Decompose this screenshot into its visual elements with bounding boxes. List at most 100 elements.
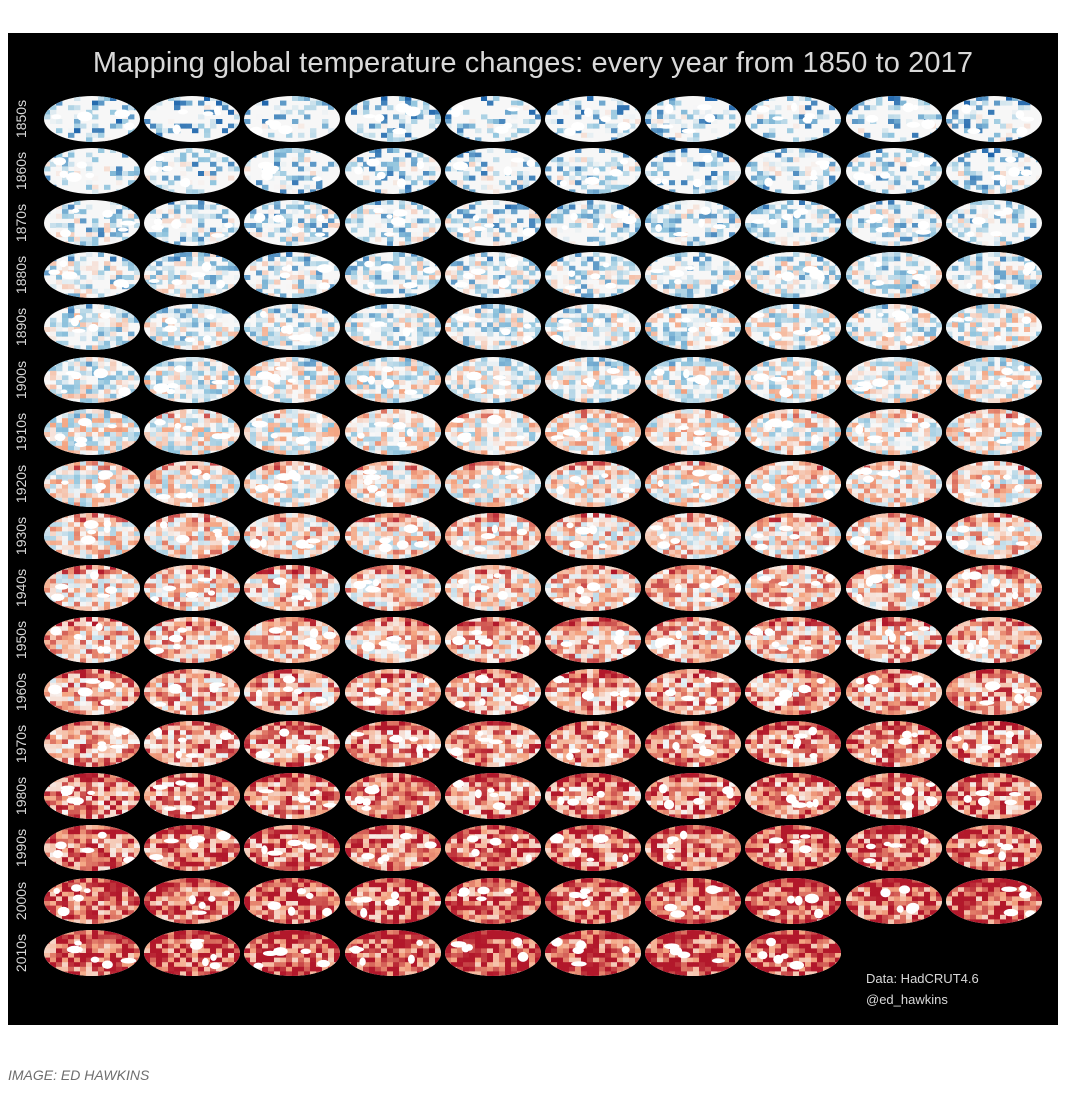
year-map xyxy=(845,877,942,924)
year-map xyxy=(845,773,942,820)
year-map xyxy=(244,929,341,976)
year-map xyxy=(244,877,341,924)
year-map xyxy=(545,877,641,924)
year-map xyxy=(745,721,842,768)
year-map xyxy=(645,877,742,924)
year-map xyxy=(645,669,742,716)
year-map xyxy=(444,512,541,559)
year-map xyxy=(945,96,1042,142)
decade-label: 1920s xyxy=(8,458,34,510)
year-map xyxy=(344,460,441,507)
year-map xyxy=(144,356,241,403)
year-map xyxy=(845,200,942,247)
year-map xyxy=(444,304,541,351)
decade-label: 1890s xyxy=(8,301,34,353)
year-map xyxy=(344,617,441,663)
year-map xyxy=(44,721,140,768)
year-map xyxy=(244,617,341,663)
year-map xyxy=(44,929,140,976)
year-map xyxy=(745,512,842,559)
year-map xyxy=(545,617,641,663)
year-map xyxy=(144,148,241,195)
decade-label: 1850s xyxy=(8,93,34,145)
year-map xyxy=(444,773,541,820)
year-map xyxy=(244,721,341,768)
year-map xyxy=(645,512,742,559)
year-map xyxy=(244,304,341,351)
year-map xyxy=(244,669,341,716)
year-map xyxy=(945,460,1042,507)
year-map xyxy=(745,148,842,195)
year-map xyxy=(44,408,140,455)
year-map xyxy=(645,617,742,663)
year-map xyxy=(244,200,341,247)
year-map xyxy=(344,252,441,299)
year-map xyxy=(44,512,140,559)
year-map xyxy=(244,512,341,559)
year-map xyxy=(144,512,241,559)
year-map xyxy=(945,564,1042,611)
credit-block: Data: HadCRUT4.6 @ed_hawkins xyxy=(866,968,979,1010)
year-map xyxy=(444,929,541,976)
year-map xyxy=(745,929,842,976)
year-map xyxy=(244,773,341,820)
year-map xyxy=(344,929,441,976)
year-map xyxy=(244,148,341,195)
year-map xyxy=(444,669,541,716)
year-map xyxy=(444,148,541,195)
year-map xyxy=(344,512,441,559)
year-map xyxy=(44,200,140,247)
year-map xyxy=(144,460,241,507)
year-map xyxy=(144,877,241,924)
year-map xyxy=(945,773,1042,820)
year-map xyxy=(444,460,541,507)
year-map xyxy=(845,617,942,663)
year-map xyxy=(144,304,241,351)
year-map xyxy=(545,252,641,299)
year-map xyxy=(545,200,641,247)
year-map xyxy=(745,408,842,455)
year-map xyxy=(745,304,842,351)
year-map xyxy=(945,825,1042,872)
decade-label: 1970s xyxy=(8,718,34,770)
year-map xyxy=(845,356,942,403)
year-map xyxy=(344,304,441,351)
year-map xyxy=(645,304,742,351)
year-map xyxy=(545,304,641,351)
year-map xyxy=(44,148,140,195)
year-map xyxy=(144,669,241,716)
year-map xyxy=(545,356,641,403)
year-map xyxy=(845,825,942,872)
year-map xyxy=(545,512,641,559)
year-map xyxy=(44,252,140,299)
year-map xyxy=(845,408,942,455)
decade-label: 1910s xyxy=(8,406,34,458)
year-map xyxy=(344,877,441,924)
year-map xyxy=(344,564,441,611)
year-map xyxy=(144,408,241,455)
year-map xyxy=(344,825,441,872)
year-map xyxy=(545,564,641,611)
year-map xyxy=(645,408,742,455)
author-handle: @ed_hawkins xyxy=(866,989,979,1010)
year-map xyxy=(44,773,140,820)
year-map xyxy=(945,148,1042,195)
decade-label: 1980s xyxy=(8,770,34,822)
year-map xyxy=(244,356,341,403)
year-map xyxy=(945,408,1042,455)
year-map xyxy=(244,564,341,611)
year-map xyxy=(144,200,241,247)
year-map xyxy=(144,929,241,976)
year-map xyxy=(745,669,842,716)
data-source-label: Data: HadCRUT4.6 xyxy=(866,968,979,989)
year-map xyxy=(44,564,140,611)
year-map xyxy=(444,721,541,768)
image-caption: IMAGE: ED HAWKINS xyxy=(8,1067,149,1083)
year-map xyxy=(44,617,140,663)
year-map xyxy=(545,148,641,195)
year-map xyxy=(645,96,742,142)
decade-label: 1990s xyxy=(8,822,34,874)
year-map xyxy=(645,460,742,507)
year-map xyxy=(344,408,441,455)
temperature-maps-figure: Mapping global temperature changes: ever… xyxy=(8,33,1058,1025)
